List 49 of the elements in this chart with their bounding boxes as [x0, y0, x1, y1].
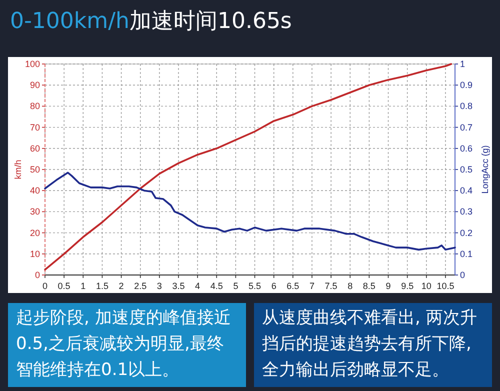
y-tick-label: 70 — [30, 122, 40, 132]
y2-tick-label: 0.8 — [460, 101, 473, 112]
x-tick-label: 9.5 — [401, 281, 414, 291]
y2-tick-label: 1 — [460, 59, 466, 69]
x-tick-label: 6 — [271, 281, 276, 291]
x-tick-label: 7.5 — [324, 281, 338, 291]
y2-tick-label: 0 — [460, 270, 466, 280]
chart-title: 0-100km/h加速时间10.65s — [10, 9, 292, 34]
y2-tick-label: 0.1 — [460, 248, 473, 259]
y-tick-label: 0 — [34, 270, 40, 280]
x-tick-label: 10 — [421, 281, 432, 291]
y-tick-label: 80 — [30, 101, 40, 112]
y-tick-label: 90 — [30, 80, 40, 90]
x-tick-label: 0 — [42, 281, 48, 291]
x-tick-label: 2.5 — [134, 281, 147, 291]
y-tick-label: 100 — [24, 59, 40, 69]
y-tick-label: 40 — [30, 186, 40, 196]
y2-tick-label: 0.5 — [460, 164, 473, 174]
x-tick-label: 5.5 — [248, 281, 262, 291]
y2-tick-label: 0.3 — [460, 206, 473, 217]
x-tick-label: 4 — [195, 281, 200, 291]
x-tick-label: 10.5 — [436, 281, 454, 291]
x-tick-label: 8 — [348, 281, 353, 291]
x-tick-label: 9 — [386, 281, 391, 291]
y-tick-label: 10 — [30, 248, 40, 259]
x-tick-label: 0.5 — [58, 281, 70, 291]
x-tick-label: 4.5 — [210, 281, 223, 291]
y2-tick-label: 0.9 — [460, 80, 473, 90]
y2-tick-label: 0.7 — [460, 122, 473, 132]
y-axis-title: km/h — [13, 160, 23, 180]
y2-axis-title: LongAcc (g) — [480, 145, 490, 194]
x-tick-label: 2 — [118, 281, 124, 291]
x-tick-label: 5 — [233, 281, 238, 291]
x-tick-label: 8.5 — [362, 281, 376, 291]
x-tick-label: 7 — [309, 281, 314, 291]
y-tick-label: 30 — [30, 206, 40, 217]
x-tick-label: 1 — [80, 281, 86, 291]
text: 从速度曲线不难看出, 两次升挡后的提速趋势去有所下降, 全力输出后劲略显不足。 — [254, 303, 492, 387]
y-tick-label: 60 — [30, 143, 40, 154]
y2-tick-label: 0.4 — [460, 186, 473, 196]
x-tick-label: 6.5 — [286, 281, 300, 291]
y2-tick-label: 0.2 — [460, 228, 473, 238]
y-tick-label: 20 — [30, 228, 40, 238]
y2-tick-label: 0.6 — [460, 143, 473, 154]
x-tick-label: 1.5 — [96, 281, 108, 291]
y-tick-label: 50 — [30, 164, 40, 174]
x-tick-label: 3 — [156, 281, 162, 291]
x-tick-label: 3.5 — [172, 281, 185, 291]
text: 起步阶段, 加速度的峰值接近0.5,之后衰减较为明显,最终智能维持在0.1以上。 — [8, 303, 246, 387]
